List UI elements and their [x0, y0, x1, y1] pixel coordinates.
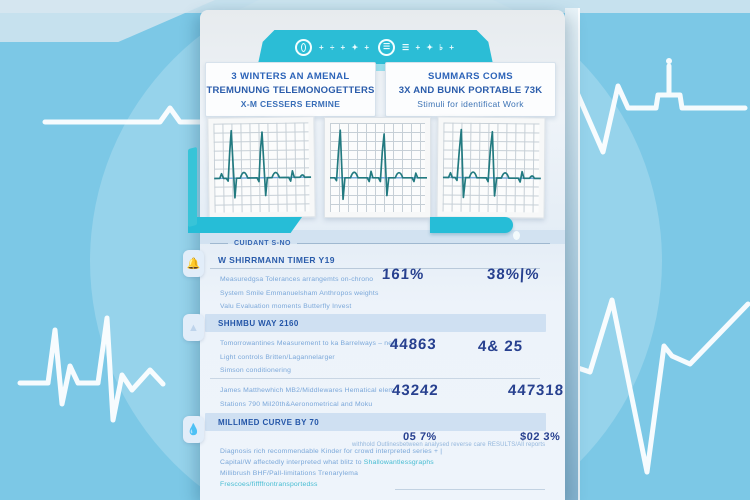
- row1-line1: Measuredgsa Tolerances arrangemts on-chr…: [220, 276, 374, 283]
- ecg-line-bottom-left: [17, 315, 166, 423]
- row2-line1: Tomorrowantines Measurement to ka Barrel…: [220, 340, 398, 347]
- info-box-left: 3 WINTERS AN AMENAL TREMUNUNG TELEMONOGE…: [205, 62, 376, 117]
- ecg-grid: [442, 122, 541, 213]
- row3-line2: Stations 790 Mil20th&Aeronometrical and …: [220, 401, 373, 408]
- teal-underline-right: [430, 217, 513, 233]
- row3-value2: 447318: [507, 382, 565, 399]
- info-right-line2: 3X AND BUNK PORTABLE 73K: [398, 84, 543, 96]
- row1-line2: System Smile Emmanuelsham Anthropos weig…: [220, 290, 379, 297]
- row1-value2: 38%|%: [486, 266, 541, 283]
- row2-line3: Simson conditionering: [220, 367, 292, 374]
- ecg-line-bottom-right: [575, 297, 750, 475]
- medical-circle-icon: [295, 38, 313, 56]
- report-card: + ÷ + ✦ + ☰ ☰ + ✦ ♭ + 3 WINTERS AN AMENA…: [188, 10, 565, 500]
- page-edge: [565, 8, 580, 500]
- ecg-trace: [330, 129, 427, 201]
- row1-divider: [210, 268, 540, 269]
- plus-glyphs: + ÷ + ✦ +: [319, 42, 372, 52]
- ecg-trace: [214, 129, 312, 199]
- info-left-line1: 3 WINTERS AN AMENAL: [231, 70, 350, 82]
- info-right-line1: SUMMARS COMS: [427, 70, 514, 82]
- section-bar-1[interactable]: SHHMBU WAY 2160: [205, 314, 546, 332]
- row2-value1: 44863: [389, 336, 438, 353]
- row2-line2: Light controls Britten/Lagannelarger: [220, 354, 335, 361]
- shade-band: [200, 230, 565, 244]
- ecg-panel-2[interactable]: [324, 117, 431, 218]
- info-right-line3: Stimuli for identificat Work: [417, 98, 524, 109]
- info-box-right: SUMMARS COMS 3X AND BUNK PORTABLE 73K St…: [385, 62, 556, 117]
- section-bar-2[interactable]: MILLIMED CURVE BY 70: [205, 413, 546, 431]
- caption-line-right: [296, 243, 550, 244]
- document-circle-icon: ☰: [378, 38, 396, 56]
- row4-line2-teal: Shallowantlessgraphs: [363, 459, 434, 466]
- row3-value1: 43242: [391, 382, 440, 399]
- header-band-tab[interactable]: + ÷ + ✦ + ☰ ☰ + ✦ ♭ +: [258, 30, 493, 64]
- row2-value2: 4& 25: [477, 338, 524, 355]
- caption: CUIDANT S-NO: [234, 240, 291, 247]
- row4-tiny-text: withhold Outlinesbetween analysed revers…: [352, 442, 546, 448]
- bottom-divider: [395, 489, 545, 490]
- row4-line3: Millibrush BHF/Pall-limitations Trenaryl…: [220, 470, 359, 477]
- ecg-panel-1[interactable]: [207, 116, 316, 219]
- row2-divider: [210, 378, 540, 379]
- accent-sliver: [188, 146, 197, 228]
- ecg-trace: [442, 128, 541, 199]
- ecg-panel-3[interactable]: [436, 116, 546, 219]
- ecg-grid: [213, 122, 312, 213]
- caption-line-left: [210, 243, 228, 244]
- section-bar-1-label: SHHMBU WAY 2160: [218, 318, 299, 328]
- drop-icon: 💧: [183, 416, 204, 443]
- band-shadow-tab: [360, 63, 406, 71]
- row4-line2-blue: Capital/W affectedly interpreted what bl…: [220, 459, 364, 466]
- misc-glyphs: ☰ + ✦ ♭ +: [402, 42, 456, 52]
- teal-dot: [513, 231, 520, 240]
- row1-value1: 161%: [381, 266, 425, 283]
- caption-row: CUIDANT S-NO: [210, 240, 550, 247]
- row4-line4: Frescoes/fiffffrontransportedss: [220, 481, 318, 488]
- info-left-line2: TREMUNUNG TELEMONOGETTERS: [206, 84, 375, 96]
- row3-line1: James Matthewhich MB2/Middlewares Hemati…: [220, 387, 395, 394]
- row1-header: W SHIRRMANN TIMER Y19: [218, 255, 335, 265]
- ecg-grid: [330, 123, 427, 212]
- section-bar-2-label: MILLIMED CURVE BY 70: [218, 417, 320, 427]
- info-left-line3: X-M CESSERS ERMINE: [240, 98, 341, 109]
- teal-underline-left: [188, 217, 302, 233]
- alert-icon: 🔔: [183, 250, 204, 277]
- row4-line1: Diagnosis rich recommendable Kinder for …: [220, 448, 443, 455]
- row1-line3: Valu Evaluation moments Butterfly Invest: [220, 303, 352, 310]
- page-edge-highlight: [578, 8, 580, 500]
- warning-icon: ▲: [183, 314, 204, 341]
- ecg-line-top-right: [572, 83, 748, 155]
- row4-line2: Capital/W affectedly interpreted what bl…: [220, 459, 434, 466]
